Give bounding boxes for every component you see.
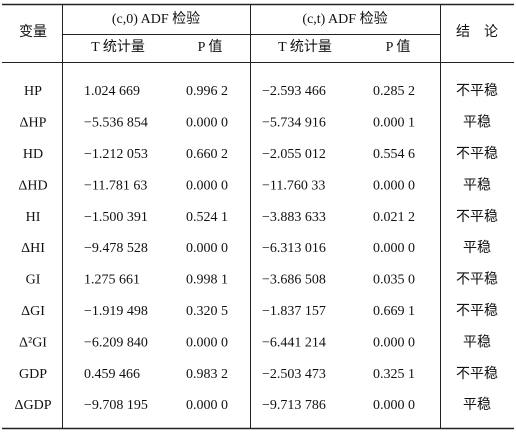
conclusion-cell: 平稳: [463, 115, 491, 131]
variable-cell: GI: [26, 273, 41, 288]
stat-cell: −1.919 498: [84, 304, 148, 319]
stat-cell: −9.478 528: [84, 241, 148, 256]
conclusion-cell: 平稳: [463, 177, 491, 193]
stat-cell: −5.734 916: [262, 116, 326, 131]
stat-cell: −5.536 854: [84, 116, 148, 131]
p-cell: 0.996 2: [186, 84, 228, 99]
p-cell: 0.285 2: [373, 84, 415, 99]
variable-cell: ΔGI: [21, 304, 45, 319]
conclusion-cell: 平稳: [463, 240, 491, 256]
variable-cell: ΔGDP: [14, 398, 51, 413]
header-cell: (c,0) ADF 检验: [112, 11, 200, 27]
conclusion-cell: 平稳: [463, 397, 491, 413]
p-cell: 0.325 1: [373, 367, 415, 382]
variable-cell: ΔHP: [20, 116, 47, 131]
p-cell: 0.000 0: [373, 335, 415, 350]
p-cell: 0.000 0: [373, 398, 415, 413]
variable-cell: HP: [24, 84, 42, 99]
header-cell: 结 论: [456, 24, 498, 40]
stat-cell: −1.837 157: [262, 304, 326, 319]
stat-cell: −1.212 053: [84, 147, 148, 162]
p-cell: 0.524 1: [186, 210, 228, 225]
variable-cell: GDP: [19, 367, 47, 382]
variable-cell: Δ²GI: [19, 335, 47, 350]
p-cell: 0.998 1: [186, 273, 228, 288]
stat-cell: −6.209 840: [84, 335, 148, 350]
stat-cell: 1.024 669: [84, 84, 140, 99]
conclusion-cell: 不平稳: [456, 272, 498, 288]
variable-cell: HD: [23, 147, 43, 162]
conclusion-cell: 不平稳: [456, 209, 498, 225]
conclusion-cell: 平稳: [463, 334, 491, 350]
header-cell: (c,t) ADF 检验: [302, 11, 387, 27]
stat-cell: −3.686 508: [262, 273, 326, 288]
stat-cell: −6.313 016: [262, 241, 326, 256]
variable-cell: ΔHD: [18, 178, 47, 193]
conclusion-cell: 不平稳: [456, 366, 498, 382]
p-cell: 0.983 2: [186, 367, 228, 382]
subheader-cell: T 统计量: [91, 39, 145, 55]
stat-cell: 0.459 466: [84, 367, 140, 382]
p-cell: 0.660 2: [186, 147, 228, 162]
p-cell: 0.000 0: [186, 398, 228, 413]
header-cell: 变量: [19, 24, 47, 40]
p-cell: 0.669 1: [373, 304, 415, 319]
p-cell: 0.000 0: [186, 116, 228, 131]
p-cell: 0.035 0: [373, 273, 415, 288]
stat-cell: −9.713 786: [262, 398, 326, 413]
stat-cell: −2.055 012: [262, 147, 326, 162]
variable-cell: HI: [26, 210, 41, 225]
stat-cell: −2.593 466: [262, 84, 326, 99]
p-cell: 0.000 0: [186, 241, 228, 256]
p-cell: 0.000 0: [373, 241, 415, 256]
stat-cell: −3.883 633: [262, 210, 326, 225]
p-cell: 0.000 0: [186, 335, 228, 350]
p-cell: 0.000 1: [373, 116, 415, 131]
stat-cell: 1.275 661: [84, 273, 140, 288]
p-cell: 0.320 5: [186, 304, 228, 319]
stat-cell: −9.708 195: [84, 398, 148, 413]
stat-cell: −11.760 33: [262, 178, 325, 193]
conclusion-cell: 不平稳: [456, 146, 498, 162]
p-cell: 0.000 0: [186, 178, 228, 193]
stat-cell: −11.781 63: [84, 178, 147, 193]
conclusion-cell: 不平稳: [456, 83, 498, 99]
subheader-cell: P 值: [386, 39, 411, 55]
p-cell: 0.021 2: [373, 210, 415, 225]
p-cell: 0.554 6: [373, 147, 415, 162]
conclusion-cell: 不平稳: [456, 303, 498, 319]
stat-cell: −1.500 391: [84, 210, 148, 225]
variable-cell: ΔHI: [21, 241, 45, 256]
stat-cell: −2.503 473: [262, 367, 326, 382]
p-cell: 0.000 0: [373, 178, 415, 193]
subheader-cell: P 值: [198, 39, 223, 55]
subheader-cell: T 统计量: [278, 39, 332, 55]
stat-cell: −6.441 214: [262, 335, 326, 350]
